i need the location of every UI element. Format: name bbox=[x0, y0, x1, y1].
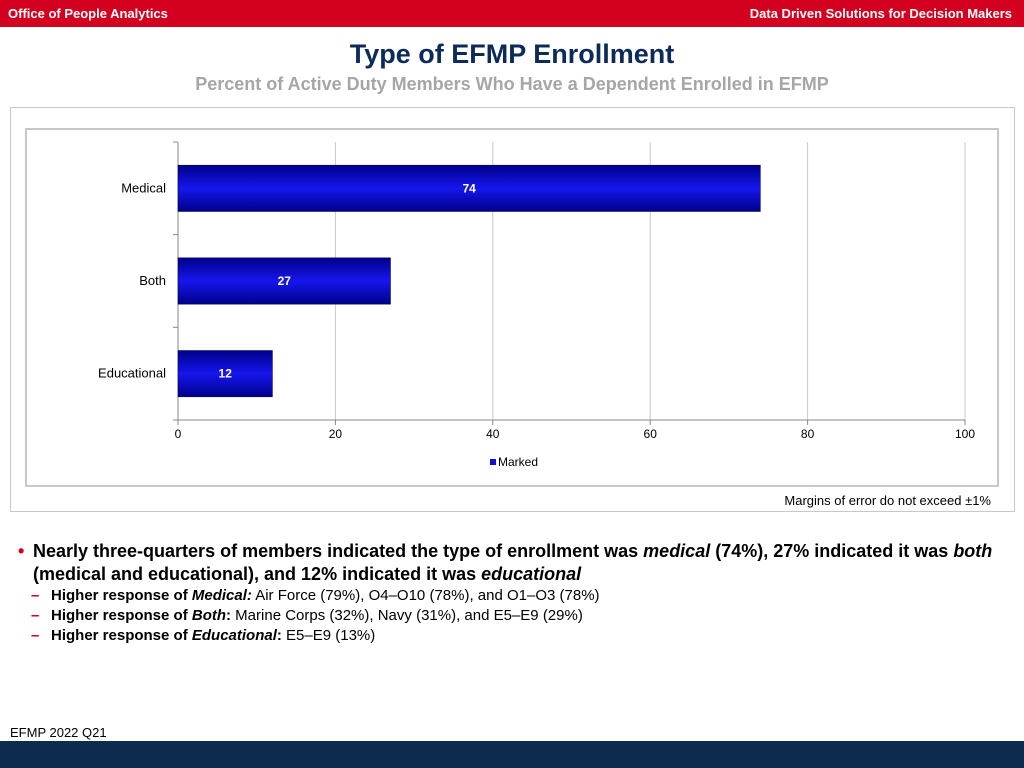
x-tick-label: 100 bbox=[955, 427, 975, 441]
bar-both bbox=[177, 257, 391, 305]
x-tick-label: 0 bbox=[175, 427, 182, 441]
summary-emphasis-educational: educational bbox=[481, 564, 582, 584]
page-title: Type of EFMP Enrollment bbox=[349, 39, 675, 69]
bar-data-label: 12 bbox=[219, 367, 233, 381]
bullet-dot-icon: • bbox=[18, 541, 25, 561]
main-bullet: • Nearly three-quarters of members indic… bbox=[18, 540, 1008, 586]
legend-label: Marked bbox=[498, 455, 538, 469]
x-tick-label: 20 bbox=[329, 427, 343, 441]
category-label: Educational bbox=[98, 366, 166, 381]
sub-lead: Higher response of bbox=[51, 587, 192, 604]
dash-icon: – bbox=[31, 627, 40, 644]
summary-text-1: Nearly three-quarters of members indicat… bbox=[33, 541, 644, 561]
tagline: Data Driven Solutions for Decision Maker… bbox=[749, 6, 1012, 21]
sub-emphasis: Educational bbox=[191, 627, 277, 644]
margin-of-error-note: Margins of error do not exceed ±1% bbox=[784, 493, 991, 508]
sub-bullet-medical: – Higher response of Medical: Air Force … bbox=[18, 586, 1008, 606]
sub-lead: Higher response of bbox=[51, 607, 192, 624]
sub-colon: : bbox=[276, 627, 282, 644]
sub-detail: Air Force (79%), O4–O10 (78%), and O1–O3… bbox=[251, 587, 600, 604]
sub-emphasis: Medical: bbox=[191, 587, 252, 604]
category-label: Both bbox=[139, 273, 166, 288]
sub-detail: Marine Corps (32%), Navy (31%), and E5–E… bbox=[231, 607, 583, 624]
footer-code: EFMP 2022 Q21 bbox=[10, 725, 107, 740]
x-tick-label: 80 bbox=[801, 427, 815, 441]
summary-text-2: (74%), 27% indicated it was bbox=[710, 541, 954, 561]
header-bar: Office of People Analytics Data Driven S… bbox=[0, 0, 1024, 27]
summary-text-3: (medical and educational), and 12% indic… bbox=[33, 564, 482, 584]
legend-swatch bbox=[490, 459, 496, 465]
sub-detail: E5–E9 (13%) bbox=[281, 627, 376, 644]
sub-colon: : bbox=[226, 607, 232, 624]
dash-icon: – bbox=[31, 587, 40, 604]
footer-bar bbox=[0, 741, 1024, 768]
sub-lead: Higher response of bbox=[51, 627, 192, 644]
chart-outer-frame bbox=[10, 107, 1015, 512]
bar-data-label: 27 bbox=[278, 274, 292, 288]
sub-bullet-both: – Higher response of Both: Marine Corps … bbox=[18, 606, 1008, 626]
page-subtitle: Percent of Active Duty Members Who Have … bbox=[195, 74, 829, 94]
org-name: Office of People Analytics bbox=[8, 6, 168, 21]
x-tick-label: 60 bbox=[644, 427, 658, 441]
bar-data-label: 74 bbox=[463, 181, 477, 195]
summary-bullets: • Nearly three-quarters of members indic… bbox=[18, 540, 1008, 646]
category-label: Medical bbox=[121, 180, 166, 195]
summary-emphasis-medical: medical bbox=[643, 541, 711, 561]
bar-medical bbox=[177, 164, 761, 212]
bar-chart: 0 20 40 60 80 100 74 Medical 27 Both 12 Educational… bbox=[98, 141, 975, 469]
chart-frame: 0 20 40 60 80 100 74 Medical 27 Both 12 Educational… bbox=[25, 128, 999, 487]
sub-emphasis: Both bbox=[191, 607, 227, 624]
sub-bullet-educational: – Higher response of Educational: E5–E9 … bbox=[18, 626, 1008, 646]
bar-educational bbox=[177, 350, 273, 398]
x-tick-label: 40 bbox=[486, 427, 500, 441]
summary-emphasis-both: both bbox=[953, 541, 993, 561]
dash-icon: – bbox=[31, 607, 40, 624]
